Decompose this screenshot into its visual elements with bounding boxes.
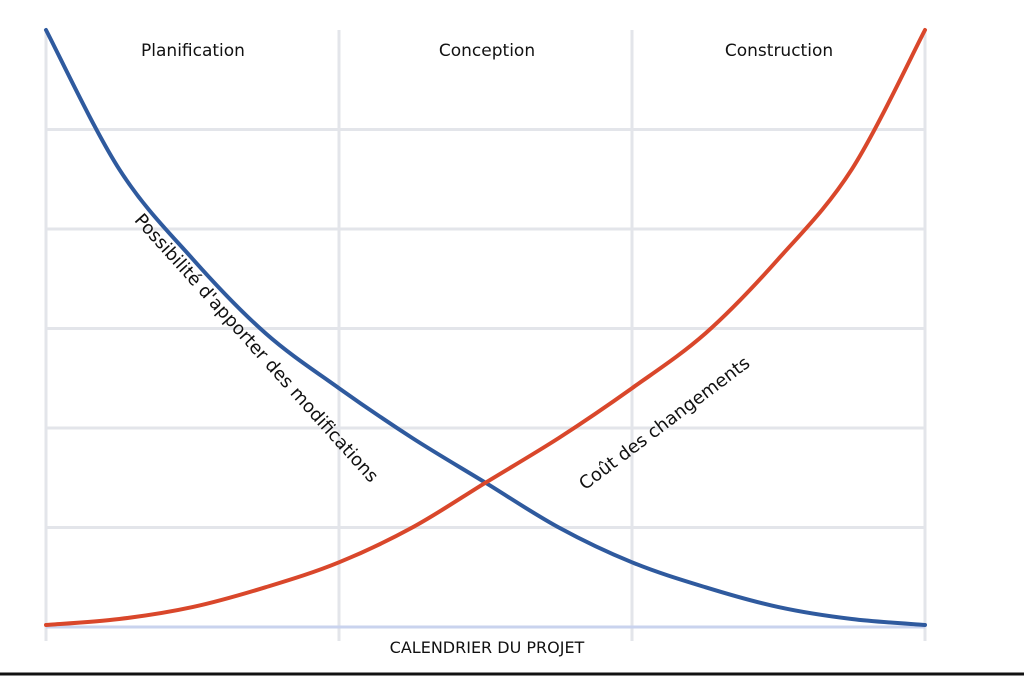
series-label-possibilite: Possibilité d'apporter des modifications (130, 210, 382, 487)
series-line-possibilite (44, 28, 927, 627)
series-line-cout (44, 28, 927, 627)
grid (44, 30, 927, 641)
phase-label-planification: Planification (141, 41, 245, 61)
series-label-cout: Coût des changements (575, 353, 754, 495)
phase-label-conception: Conception (439, 41, 535, 61)
x-axis-label: CALENDRIER DU PROJET (390, 638, 585, 657)
series-layer (44, 28, 927, 627)
phase-label-construction: Construction (725, 41, 833, 61)
